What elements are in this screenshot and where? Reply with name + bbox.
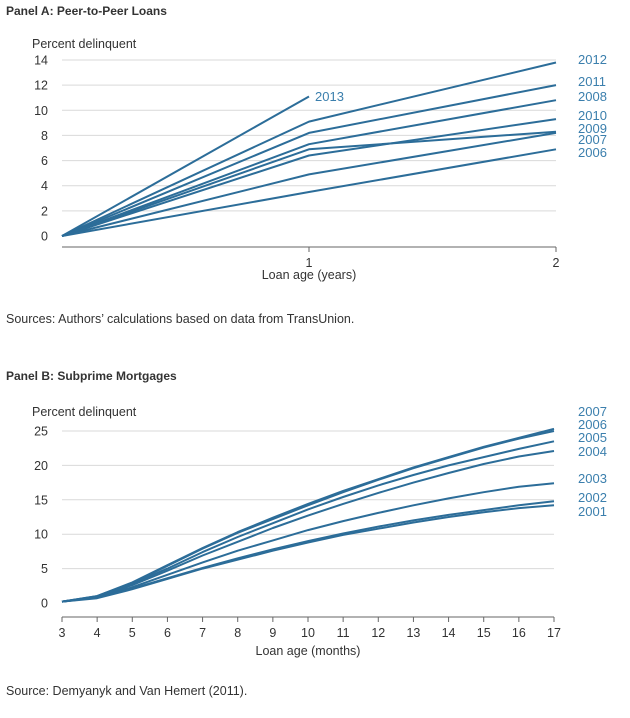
panel-b-series-label-2004: 2004 — [578, 444, 607, 459]
panel-b-x-tick-label: 17 — [547, 626, 561, 640]
panel-a-series-label-2012: 2012 — [578, 52, 607, 67]
panel-b-x-tick-label: 14 — [442, 626, 456, 640]
panel-b-series-label-2002: 2002 — [578, 490, 607, 505]
panel-b-x-tick-label: 3 — [59, 626, 66, 640]
panel-a-y-tick-label: 8 — [41, 129, 48, 143]
panel-a-series-line-2008 — [61, 99, 557, 237]
panel-b-series-label-2006: 2006 — [578, 417, 607, 432]
panel-a-series-label-2007: 2007 — [578, 132, 607, 147]
panel-a-series-label-2013: 2013 — [315, 89, 344, 104]
panel-a-y-tick-label: 10 — [34, 104, 48, 118]
panel-b-x-tick-label: 5 — [129, 626, 136, 640]
panel-b-x-tick-label: 6 — [164, 626, 171, 640]
panel-b-series-label-2005: 2005 — [578, 430, 607, 445]
panel-b-series-line-2003 — [61, 482, 555, 603]
panel-b-y-tick-label: 5 — [41, 562, 48, 576]
panel-b-x-tick-label: 16 — [512, 626, 526, 640]
panel-a-title: Panel A: Peer-to-Peer Loans — [6, 4, 167, 18]
panel-b-x-tick-label: 11 — [337, 626, 350, 640]
panel-b-x-tick-label: 13 — [406, 626, 420, 640]
panel-b-series-label-2001: 2001 — [578, 504, 607, 519]
panel-a-series-label-2010: 2010 — [578, 108, 607, 123]
panel-b-chart: 0 5 10 15 20 25 3 4 5 6 7 8 9 10 11 12 13 14 15 16 17 Percent… — [32, 404, 607, 658]
panel-a-series-line-2012 — [61, 61, 557, 237]
panel-a-series-line-2007 — [61, 131, 557, 237]
panel-a-y-axis-label: Percent delinquent — [32, 37, 137, 51]
panel-b-x-tick-label: 12 — [371, 626, 385, 640]
panel-a-series-line-2013 — [61, 95, 310, 237]
panel-b-series-label-2003: 2003 — [578, 471, 607, 486]
panel-a-y-tick-label: 4 — [41, 179, 48, 193]
panel-a-y-tick-label: 0 — [41, 230, 48, 244]
panel-a-series-label-2011: 2011 — [578, 74, 606, 89]
panel-a-x-tick-label: 1 — [306, 256, 313, 270]
panel-a-series-line-2011 — [61, 84, 557, 237]
panel-a-y-tick-label: 12 — [34, 79, 48, 93]
panel-a-series-line-2006 — [61, 148, 557, 237]
panel-b-y-tick-label: 0 — [41, 597, 48, 611]
panel-b-y-axis-label: Percent delinquent — [32, 405, 137, 419]
panel-a-source: Sources: Authors’ calculations based on … — [6, 312, 355, 326]
panel-b-source: Source: Demyanyk and Van Hemert (2011). — [6, 684, 248, 698]
panel-b-series-line-2006 — [61, 430, 555, 603]
panel-b-series-label-2007: 2007 — [578, 404, 607, 419]
panel-b-y-tick-label: 15 — [34, 493, 48, 507]
panel-a-series-line-2010 — [61, 118, 557, 237]
panel-a-y-tick-label: 6 — [41, 154, 48, 168]
panel-b-series-line-2005 — [61, 440, 555, 603]
panel-b-y-tick-label: 20 — [34, 459, 48, 473]
panel-a-series-label-2009: 2009 — [578, 121, 607, 136]
panel-b-title: Panel B: Subprime Mortgages — [6, 369, 177, 383]
panel-a-series-label-2006: 2006 — [578, 145, 607, 160]
panel-b-x-tick-label: 7 — [199, 626, 206, 640]
panel-a-series-line-2009 — [61, 130, 557, 237]
panel-b-x-tick-label: 4 — [94, 626, 101, 640]
panel-b-series-line-2004 — [61, 450, 555, 603]
panel-a-x-axis-label: Loan age (years) — [262, 268, 357, 282]
panel-b-x-tick-label: 15 — [477, 626, 491, 640]
panel-b-series-line-2001 — [61, 504, 555, 603]
panel-a-y-tick-label: 14 — [34, 54, 48, 68]
panel-a-x-tick-label: 2 — [553, 256, 560, 270]
panel-a-series-label-2008: 2008 — [578, 89, 607, 104]
panel-b-y-tick-label: 25 — [34, 425, 48, 439]
panel-b-x-axis-label: Loan age (months) — [256, 644, 361, 658]
panel-b-x-tick-label: 8 — [234, 626, 241, 640]
panel-b-y-tick-label: 10 — [34, 528, 48, 542]
panel-b-x-tick-label: 9 — [269, 626, 276, 640]
panel-a-y-tick-label: 2 — [41, 204, 48, 218]
panel-b-x-tick-label: 10 — [301, 626, 315, 640]
